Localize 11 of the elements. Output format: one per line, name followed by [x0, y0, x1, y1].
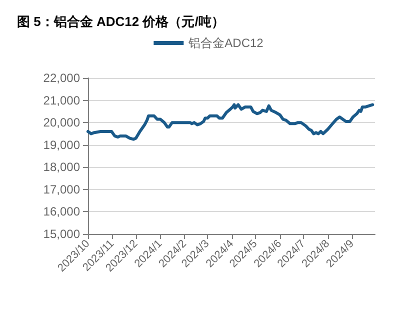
y-tick-label: 15,000 — [43, 227, 80, 241]
y-tick-label: 17,000 — [43, 182, 80, 196]
y-tick-label: 19,000 — [43, 138, 80, 152]
y-tick-label: 20,000 — [43, 116, 80, 130]
y-tick-label: 22,000 — [43, 71, 80, 85]
legend-label: 铝合金ADC12 — [188, 36, 264, 50]
y-tick-label: 18,000 — [43, 160, 80, 174]
line-series — [86, 103, 374, 141]
y-tick-label: 21,000 — [43, 93, 80, 108]
y-tick-label: 16,000 — [43, 204, 80, 219]
chart-title: 图 5：铝合金 ADC12 价格（元/吨） — [17, 14, 224, 29]
